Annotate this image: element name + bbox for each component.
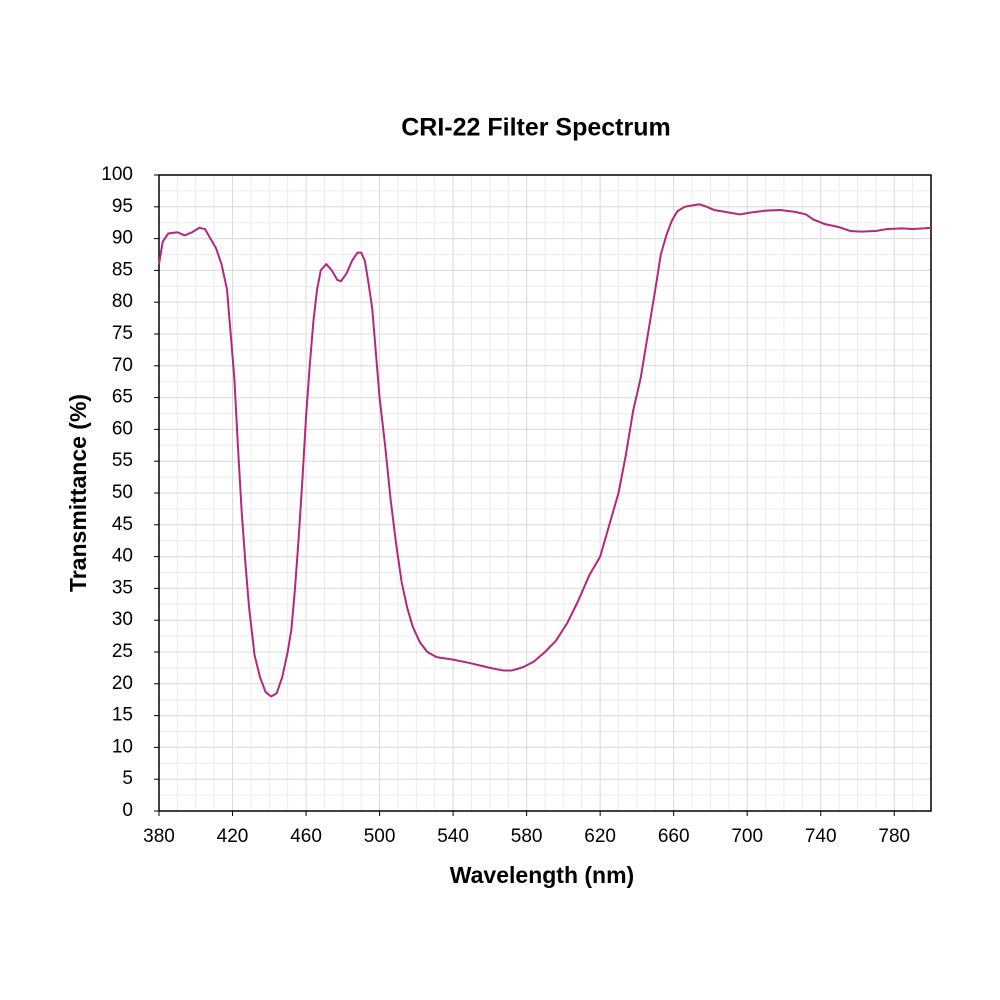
y-tick-label: 70 (112, 355, 133, 376)
y-tick-label: 30 (112, 609, 133, 630)
y-tick-label: 85 (112, 259, 133, 280)
y-tick-label: 80 (112, 291, 133, 312)
spectrum-line (158, 203, 932, 698)
y-tick-label: 5 (122, 768, 133, 789)
y-tick-label: 55 (112, 450, 133, 471)
y-tick-label: 15 (112, 705, 133, 726)
y-tick-label: 0 (122, 800, 133, 821)
x-tick-label: 620 (584, 826, 616, 847)
y-tick-label: 50 (112, 482, 133, 503)
x-tick-label: 540 (437, 826, 469, 847)
x-tick-label: 780 (878, 826, 910, 847)
y-tick-label: 20 (112, 673, 133, 694)
x-axis-label: Wavelength (nm) (450, 862, 634, 888)
y-tick-label: 25 (112, 641, 133, 662)
y-tick-label: 35 (112, 577, 133, 598)
y-tick-label: 75 (112, 323, 133, 344)
chart-title: CRI-22 Filter Spectrum (401, 114, 671, 142)
y-tick-label: 40 (112, 546, 133, 567)
x-tick-label: 460 (290, 826, 322, 847)
y-tick-label: 60 (112, 418, 133, 439)
x-tick-label: 420 (217, 826, 249, 847)
x-tick-label: 660 (658, 826, 690, 847)
y-tick-label: 45 (112, 514, 133, 535)
x-tick-label: 740 (805, 826, 837, 847)
x-tick-label: 700 (731, 826, 763, 847)
y-tick-label: 100 (101, 164, 133, 185)
x-tick-label: 580 (511, 826, 543, 847)
plot-frame (158, 174, 932, 812)
y-tick-label: 10 (112, 736, 133, 757)
x-tick-label: 380 (143, 826, 175, 847)
x-tick-label: 500 (364, 826, 396, 847)
y-tick-label: 90 (112, 228, 133, 249)
y-tick-label: 95 (112, 196, 133, 217)
y-axis-label: Transmittance (%) (65, 394, 91, 592)
y-tick-label: 65 (112, 387, 133, 408)
